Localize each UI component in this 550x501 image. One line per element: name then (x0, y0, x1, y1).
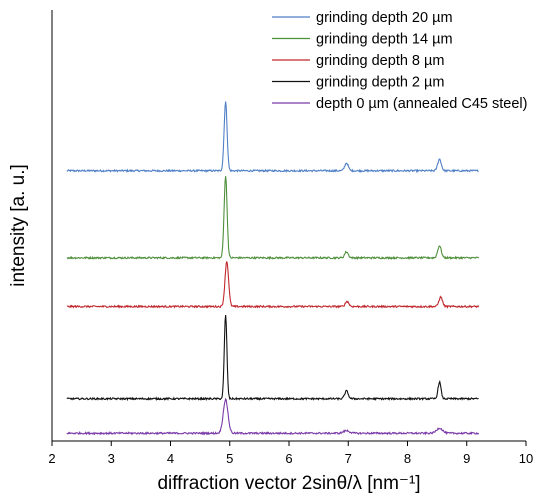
x-ticks: 2 3 4 5 6 7 8 9 10 (48, 441, 533, 466)
legend-label: grinding depth 2 µm (316, 75, 444, 91)
series-line-1 (66, 176, 480, 261)
series-line-4 (66, 397, 480, 436)
plot-lines (66, 101, 480, 436)
axes (51, 10, 526, 442)
x-tick-label: 6 (285, 451, 292, 466)
x-tick-label: 4 (167, 451, 174, 466)
series-line-0 (66, 101, 479, 174)
legend: grinding depth 20 µm grinding depth 14 µm… (272, 10, 527, 112)
series-line-2 (66, 261, 480, 309)
x-tick-label: 7 (345, 451, 352, 466)
series-line-3 (66, 314, 479, 402)
x-tick-label: 5 (226, 451, 233, 466)
x-tick-label: 3 (108, 451, 115, 466)
legend-label: depth 0 µm (annealed C45 steel) (316, 96, 527, 112)
x-tick-label: 2 (48, 451, 55, 466)
y-axis-label: intensity [a. u.] (8, 164, 29, 287)
x-tick-label: 9 (463, 451, 470, 466)
x-tick-label: 8 (404, 451, 411, 466)
x-axis-label: diffraction vector 2sinθ/λ [nm⁻¹] (157, 473, 420, 494)
legend-label: grinding depth 8 µm (316, 53, 444, 69)
legend-label: grinding depth 20 µm (316, 10, 453, 26)
x-tick-label: 10 (519, 451, 533, 466)
legend-label: grinding depth 14 µm (316, 32, 453, 48)
